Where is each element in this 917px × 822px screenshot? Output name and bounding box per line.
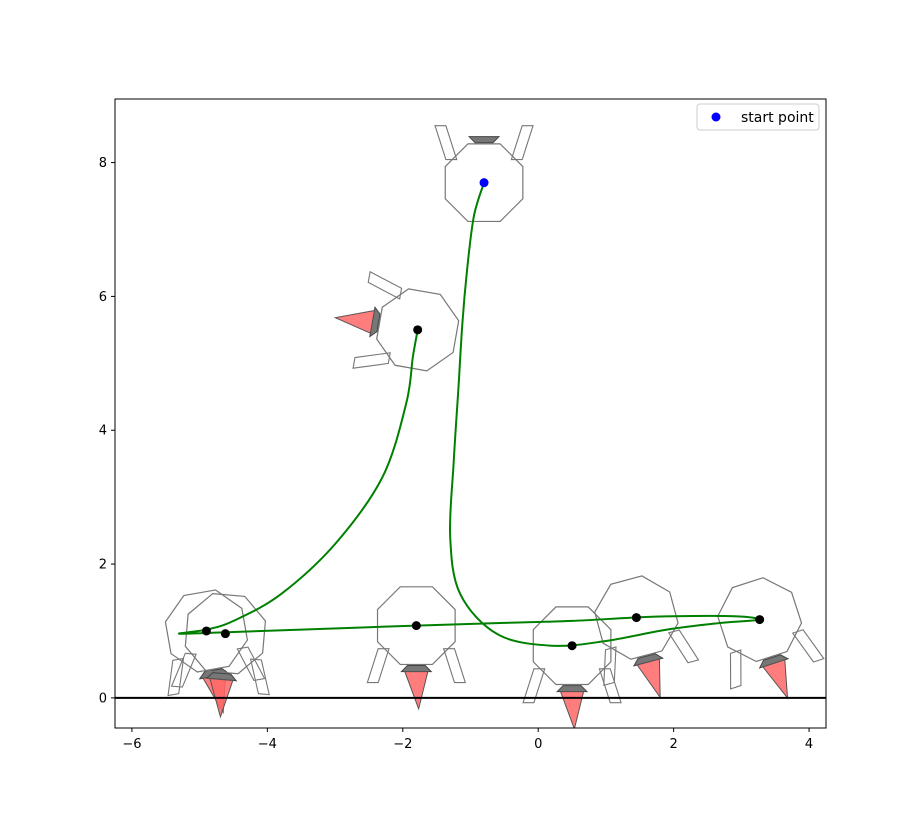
legend: start point bbox=[696, 103, 820, 131]
robot-thruster-1 bbox=[333, 309, 376, 334]
x-tick-label: 0 bbox=[534, 737, 542, 752]
robot-leg-6-0 bbox=[603, 646, 617, 687]
robot-leg-7-1 bbox=[791, 629, 825, 663]
x-tick-label: −6 bbox=[122, 737, 141, 752]
robot-thruster-7 bbox=[762, 659, 789, 700]
y-tick-label: 6 bbox=[99, 290, 107, 305]
center-point-6 bbox=[631, 613, 641, 623]
robot-cap-5 bbox=[555, 685, 589, 693]
x-tick-label: 2 bbox=[670, 737, 678, 752]
y-tick-label: 0 bbox=[99, 691, 107, 706]
center-point-2 bbox=[201, 626, 211, 636]
robot-cap-0 bbox=[467, 136, 501, 144]
robot-body-4 bbox=[376, 586, 456, 666]
robot-4 bbox=[366, 586, 467, 711]
robot-6 bbox=[594, 575, 700, 699]
y-tick-label: 4 bbox=[99, 424, 107, 439]
plot-area bbox=[115, 125, 826, 728]
axes-frame bbox=[114, 98, 827, 729]
x-axis: −6 −4 −2 0 2 4 bbox=[122, 728, 813, 752]
robot-thruster-4 bbox=[404, 671, 429, 711]
center-point-4 bbox=[411, 621, 421, 631]
robot-body-1 bbox=[376, 288, 460, 372]
robot-leg-3-0 bbox=[170, 652, 197, 688]
legend-label-start-point: start point bbox=[741, 110, 814, 126]
start-point-marker bbox=[479, 178, 489, 188]
robot-0 bbox=[434, 125, 534, 223]
robot-leg-2-1 bbox=[236, 646, 266, 682]
y-axis: 0 2 4 6 8 bbox=[99, 156, 115, 706]
robot-cap-4 bbox=[400, 665, 433, 673]
robot-leg-3-1 bbox=[249, 658, 270, 696]
robot-body-2 bbox=[164, 589, 249, 673]
robot-leg-0-1 bbox=[434, 125, 458, 161]
x-tick-label: −2 bbox=[393, 737, 412, 752]
robot-7 bbox=[717, 577, 825, 700]
robot-leg-7-0 bbox=[729, 649, 742, 690]
center-point-7 bbox=[755, 615, 765, 625]
robot-5 bbox=[522, 606, 622, 728]
robot-1 bbox=[333, 270, 460, 372]
robot-leg-0-0 bbox=[510, 125, 534, 161]
robot-thruster-6 bbox=[636, 658, 661, 699]
robot-thruster-5 bbox=[559, 691, 585, 728]
robot-leg-1-0 bbox=[367, 270, 403, 300]
robot-body-5 bbox=[532, 606, 612, 686]
robot-leg-1-1 bbox=[352, 352, 391, 369]
x-tick-label: −4 bbox=[258, 737, 277, 752]
robot-leg-4-0 bbox=[366, 648, 390, 684]
robot-body-3 bbox=[184, 592, 267, 675]
center-point-3 bbox=[220, 629, 230, 639]
robot-body-6 bbox=[594, 575, 679, 660]
legend-marker-start-point bbox=[711, 112, 721, 122]
center-point-5 bbox=[567, 641, 577, 651]
robot-body-0 bbox=[444, 143, 524, 223]
x-tick-label: 4 bbox=[805, 737, 813, 752]
robot-leg-5-0 bbox=[522, 668, 546, 704]
legend-box bbox=[696, 103, 820, 131]
y-tick-label: 2 bbox=[99, 558, 107, 573]
robot-leg-6-1 bbox=[667, 629, 700, 664]
robot-leg-5-1 bbox=[598, 668, 622, 704]
robot-leg-2-0 bbox=[167, 657, 185, 697]
robot-leg-4-1 bbox=[442, 648, 467, 684]
center-point-1 bbox=[413, 325, 423, 335]
y-tick-label: 8 bbox=[99, 156, 107, 171]
trajectory-line bbox=[178, 182, 761, 647]
